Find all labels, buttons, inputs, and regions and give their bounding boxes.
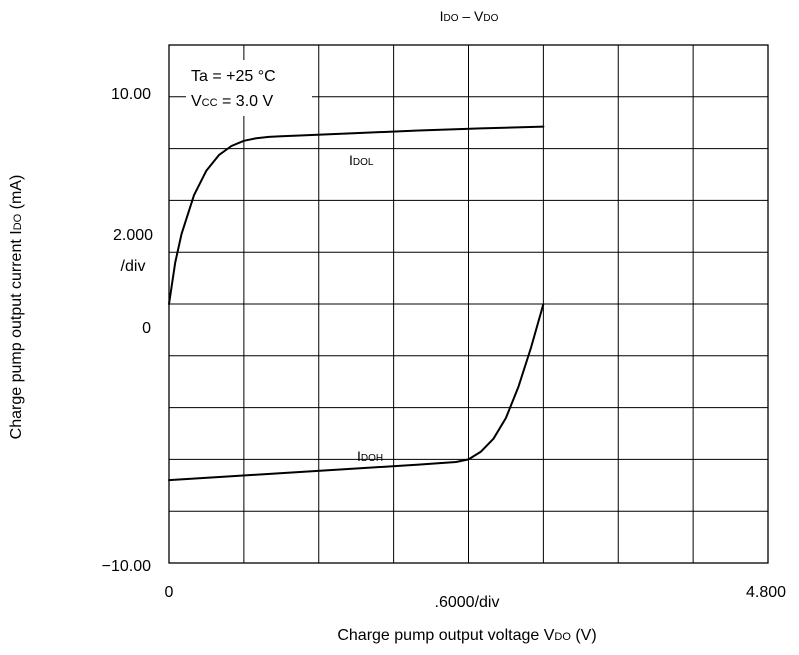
x-axis-label: Charge pump output voltage VDO (V): [337, 627, 596, 644]
series-line-idoh: [168, 303, 545, 482]
condition-supply-voltage: VCC = 3.0 V: [191, 93, 273, 110]
conditions-box: [186, 60, 312, 116]
series-label-idol: IDOL: [349, 152, 374, 168]
series-layer: [168, 125, 545, 482]
y-tick-label-zero: 0: [142, 320, 151, 337]
y-tick-label-top: 10.00: [111, 86, 151, 103]
y-div-label-value: 2.000: [113, 227, 153, 244]
y-div-label-unit: /div: [121, 258, 146, 275]
chart-title: IDO – VDO: [440, 8, 499, 24]
y-axis-label: Charge pump output current IDO (mA): [8, 175, 25, 440]
series-line-idol: [168, 125, 545, 305]
series-label-idoh: IDOH: [357, 448, 383, 464]
y-tick-label-bottom: −10.00: [102, 558, 151, 575]
x-tick-label-left: 0: [165, 584, 174, 601]
x-tick-label-right: 4.800: [746, 584, 786, 601]
condition-temperature: Ta = +25 °C: [191, 68, 276, 85]
grid: [169, 45, 768, 563]
x-div-label: .6000/div: [435, 594, 500, 611]
